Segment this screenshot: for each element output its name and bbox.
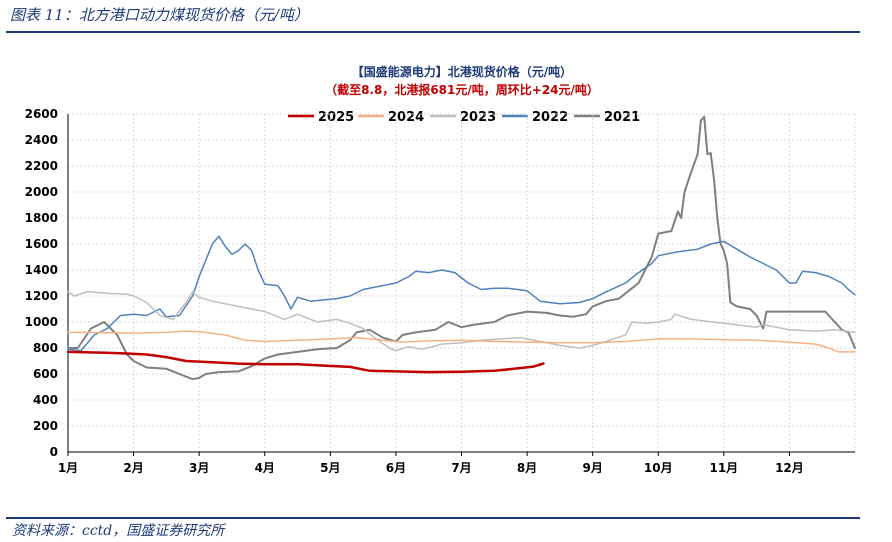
series-line-2021	[67, 115, 856, 381]
x-tick-label: 4月	[255, 461, 275, 475]
legend-label-2025: 2025	[318, 110, 354, 125]
series-group	[66, 115, 856, 381]
x-tick-label: 5月	[320, 461, 340, 475]
y-tick-label: 1000	[25, 315, 58, 329]
y-tick-label: 1600	[25, 237, 58, 251]
y-tick-label: 600	[33, 367, 58, 381]
y-tick-label: 1800	[25, 211, 58, 225]
y-tick-label: 2000	[25, 185, 58, 199]
x-tick-label: 7月	[451, 461, 471, 475]
x-tick-label: 8月	[517, 461, 537, 475]
x-tick-label: 1月	[58, 461, 78, 475]
grid	[68, 113, 856, 452]
top-rule	[6, 31, 860, 33]
legend-label-2022: 2022	[532, 110, 568, 125]
y-tick-label: 0	[50, 445, 58, 459]
y-tick-label: 1200	[25, 289, 58, 303]
x-tick-label: 11月	[709, 461, 738, 475]
y-axis: 0 200 400 600 800 1000 1200 1400 1600 1800 2000 220…	[25, 107, 69, 459]
y-tick-label: 200	[33, 419, 58, 433]
source-note: 资料来源：cctd，国盛证券研究所	[12, 523, 225, 539]
bottom-rule	[6, 517, 860, 519]
x-axis: 1月 2月 3月 4月 5月 6月 7月 8月 9月 10月 11月 12月	[58, 451, 855, 475]
x-tick-label: 3月	[189, 461, 209, 475]
chart-subtitle: （截至8.8，北港报681元/吨，周环比+24元/吨）	[325, 82, 599, 97]
legend-label-2023: 2023	[460, 110, 496, 125]
legend-label-2024: 2024	[388, 110, 424, 125]
x-tick-label: 12月	[775, 461, 804, 475]
series-line-2024	[67, 330, 856, 353]
legend-label-2021: 2021	[604, 110, 640, 125]
series-line-2025	[66, 350, 545, 374]
y-tick-label: 1400	[25, 263, 58, 277]
y-tick-label: 2400	[25, 133, 58, 147]
x-tick-label: 10月	[644, 461, 673, 475]
chart-title: 【国盛能源电力】北港现货价格（元/吨）	[352, 64, 572, 79]
y-tick-label: 800	[33, 341, 58, 355]
x-tick-label: 6月	[386, 461, 406, 475]
series-line-2023	[67, 290, 856, 352]
y-tick-label: 2200	[25, 159, 58, 173]
legend: 2025 2024 2023 2022 2021	[288, 110, 640, 125]
x-tick-label: 2月	[123, 461, 143, 475]
y-tick-label: 2600	[25, 107, 58, 121]
y-tick-label: 400	[33, 393, 58, 407]
figure-title: 图表 11：北方港口动力煤现货价格（元/吨）	[10, 6, 309, 24]
x-tick-label: 9月	[582, 461, 602, 475]
series-line-2022	[67, 235, 856, 352]
